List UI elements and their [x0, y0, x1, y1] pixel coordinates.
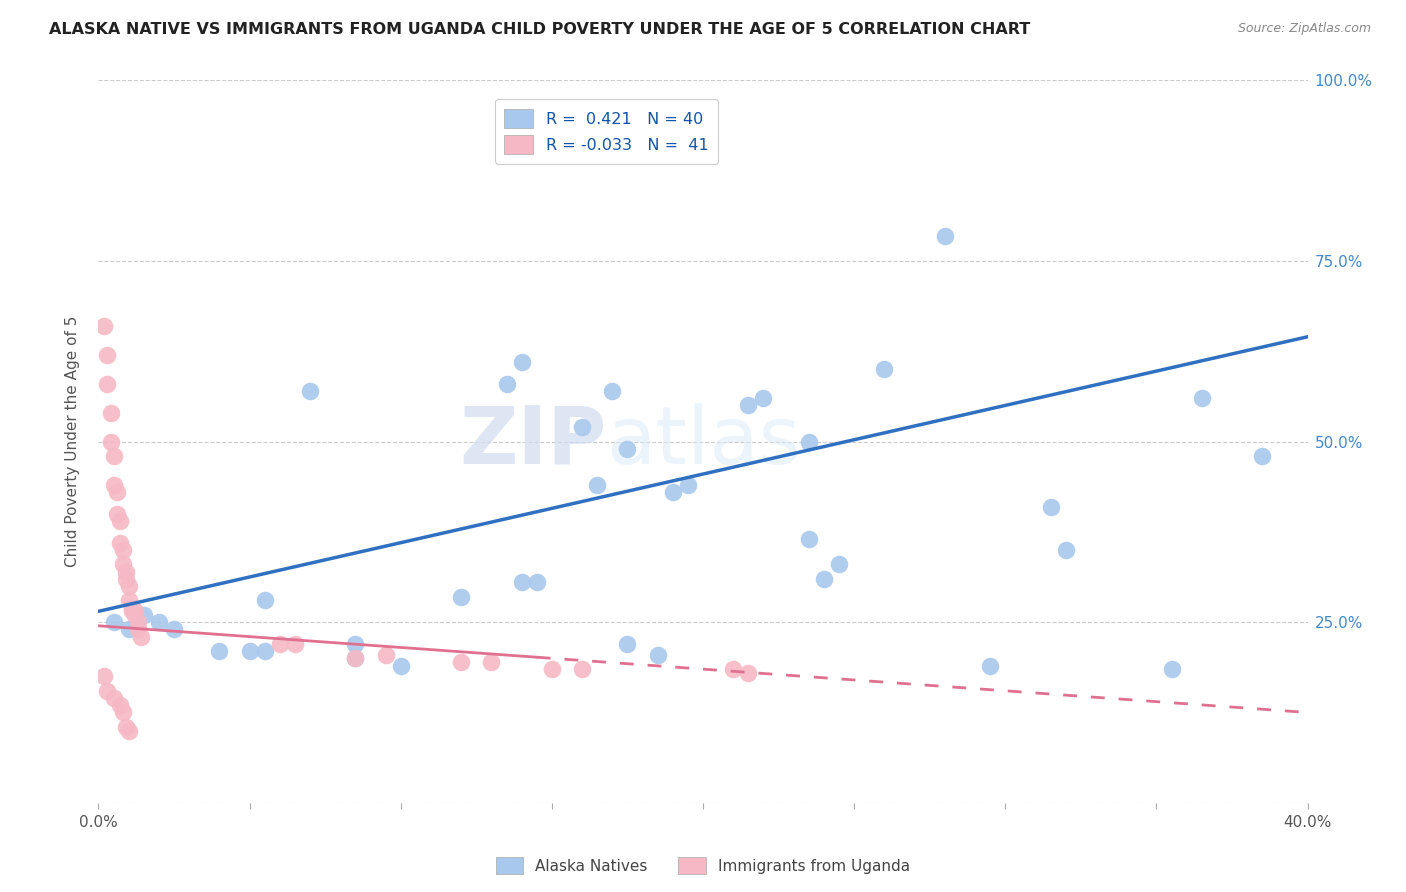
Point	[616, 637, 638, 651]
Point	[114, 565, 136, 579]
Point	[114, 572, 136, 586]
Text: ALASKA NATIVE VS IMMIGRANTS FROM UGANDA CHILD POVERTY UNDER THE AGE OF 5 CORRELA: ALASKA NATIVE VS IMMIGRANTS FROM UGANDA …	[49, 22, 1031, 37]
Point	[269, 637, 291, 651]
Point	[96, 348, 118, 362]
Point	[124, 604, 146, 618]
Point	[571, 420, 593, 434]
Point	[374, 648, 396, 662]
Point	[93, 669, 115, 683]
Point	[344, 651, 367, 665]
Point	[103, 449, 125, 463]
Point	[148, 615, 170, 630]
Point	[253, 644, 276, 658]
Point	[873, 362, 896, 376]
Point	[828, 558, 851, 572]
Point	[132, 607, 155, 622]
Point	[1191, 391, 1213, 405]
Point	[284, 637, 307, 651]
Point	[450, 590, 472, 604]
Point	[510, 575, 533, 590]
Point	[540, 662, 562, 676]
Point	[481, 655, 503, 669]
Point	[1251, 449, 1274, 463]
Point	[495, 376, 517, 391]
Point	[103, 615, 125, 630]
Point	[299, 384, 322, 398]
Point	[108, 514, 131, 528]
Point	[1054, 542, 1077, 557]
Point	[127, 615, 149, 630]
Point	[108, 698, 131, 713]
Point	[127, 623, 149, 637]
Y-axis label: Child Poverty Under the Age of 5: Child Poverty Under the Age of 5	[65, 316, 80, 567]
Point	[510, 355, 533, 369]
Point	[389, 658, 412, 673]
Point	[676, 478, 699, 492]
Point	[111, 558, 134, 572]
Point	[100, 406, 122, 420]
Point	[602, 384, 624, 398]
Point	[1160, 662, 1182, 676]
Point	[737, 665, 759, 680]
Point	[1039, 500, 1062, 514]
Point	[105, 507, 128, 521]
Text: atlas: atlas	[606, 402, 800, 481]
Point	[752, 391, 775, 405]
Point	[103, 478, 125, 492]
Text: ZIP: ZIP	[458, 402, 606, 481]
Point	[344, 651, 367, 665]
Point	[253, 593, 276, 607]
Point	[737, 398, 759, 412]
Point	[118, 623, 141, 637]
Point	[121, 604, 143, 618]
Point	[103, 691, 125, 706]
Point	[118, 579, 141, 593]
Point	[96, 376, 118, 391]
Point	[208, 644, 231, 658]
Point	[934, 228, 956, 243]
Point	[813, 572, 835, 586]
Point	[124, 607, 146, 622]
Point	[118, 593, 141, 607]
Point	[723, 662, 745, 676]
Text: Source: ZipAtlas.com: Source: ZipAtlas.com	[1237, 22, 1371, 36]
Point	[111, 542, 134, 557]
Point	[121, 600, 143, 615]
Point	[163, 623, 186, 637]
Point	[111, 706, 134, 720]
Point	[100, 434, 122, 449]
Point	[571, 662, 593, 676]
Point	[129, 630, 152, 644]
Point	[616, 442, 638, 456]
Point	[118, 723, 141, 738]
Point	[586, 478, 609, 492]
Point	[979, 658, 1001, 673]
Point	[797, 532, 820, 546]
Legend: R =  0.421   N = 40, R = -0.033   N =  41: R = 0.421 N = 40, R = -0.033 N = 41	[495, 99, 718, 163]
Point	[114, 720, 136, 734]
Point	[344, 637, 367, 651]
Legend: Alaska Natives, Immigrants from Uganda: Alaska Natives, Immigrants from Uganda	[489, 851, 917, 880]
Point	[239, 644, 262, 658]
Point	[96, 683, 118, 698]
Point	[93, 318, 115, 333]
Point	[105, 485, 128, 500]
Point	[797, 434, 820, 449]
Point	[108, 535, 131, 549]
Point	[647, 648, 669, 662]
Point	[450, 655, 472, 669]
Point	[526, 575, 548, 590]
Point	[661, 485, 683, 500]
